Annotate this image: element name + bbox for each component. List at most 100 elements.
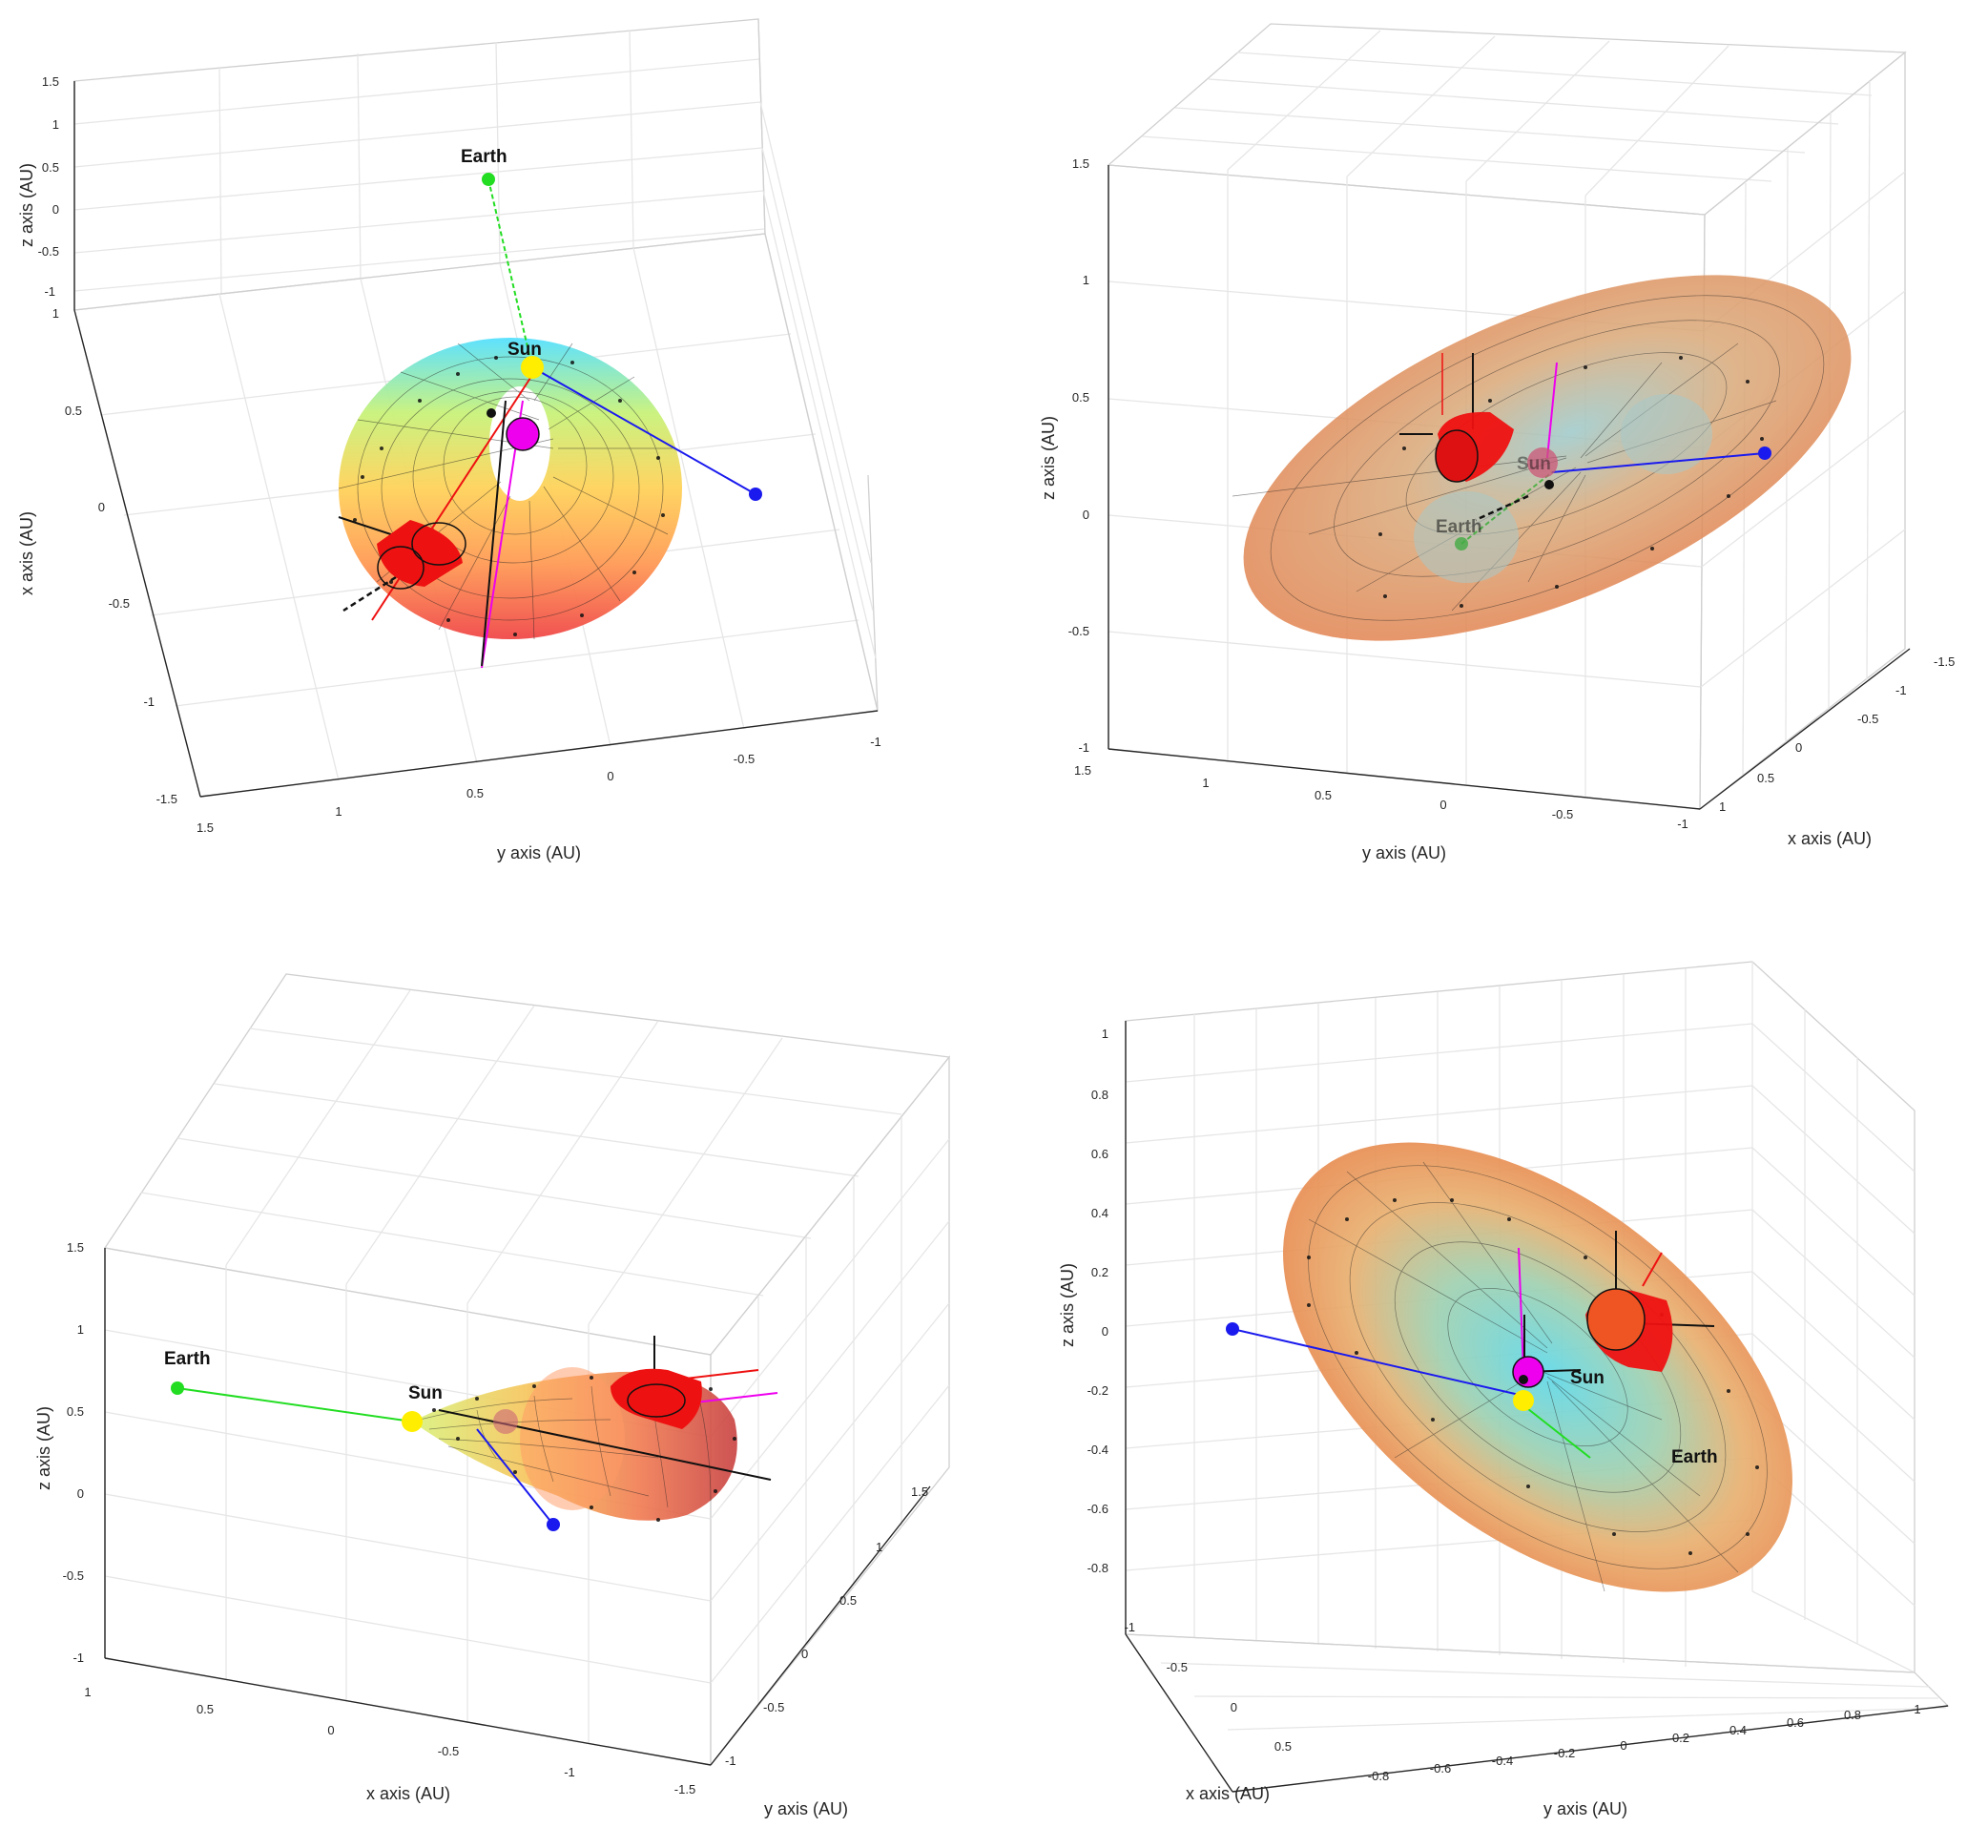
z-tick: 0 [1102, 1324, 1108, 1339]
y-tick: 0.5 [466, 786, 484, 800]
z-tick: -1 [72, 1651, 84, 1665]
x-axis-line [104, 1657, 712, 1766]
plot-3d-top-left: -1 -0.5 0 0.5 1 1.5 z axis (AU) -1.5 -1 … [17, 18, 881, 862]
earth-label: Earth [1671, 1447, 1718, 1467]
y-tick: -0.6 [1430, 1761, 1451, 1775]
y-tick: 0 [1439, 798, 1446, 812]
sun-label: Sun [1570, 1368, 1605, 1388]
earth-label: Earth [164, 1349, 211, 1369]
sun-label: Sun [1517, 454, 1551, 474]
grid-floor [1124, 1633, 1950, 1793]
z-tick: 0.5 [67, 1404, 84, 1419]
x-tick: 0.5 [1274, 1739, 1292, 1754]
y-tick: 1.5 [911, 1485, 928, 1499]
z-tick: 0 [1083, 508, 1089, 522]
x-tick: 1 [1719, 799, 1726, 814]
panel-bottom-right: -0.8 -0.6 -0.4 -0.2 0 0.2 0.4 0.6 0.8 1 … [994, 924, 1988, 1847]
earth-marker [1455, 537, 1468, 550]
y-axis-line [1108, 748, 1701, 810]
sun-marker [1513, 1390, 1534, 1411]
z-tick: -1 [44, 284, 55, 299]
plot-3d-bottom-left: -1 -0.5 0 0.5 1 1.5 z axis (AU) 1 0.5 0 … [34, 973, 951, 1818]
z-tick: -0.8 [1087, 1561, 1108, 1575]
y-axis-label: y axis (AU) [497, 843, 581, 862]
y-tick: 1 [1202, 776, 1209, 790]
black-arrow-dashed [342, 575, 397, 613]
y-axis-line [710, 1485, 931, 1766]
x-tick: 0.5 [197, 1702, 214, 1716]
z-tick: -0.5 [38, 244, 59, 259]
x-axis-line [73, 309, 201, 798]
centre-body-marker [1512, 1356, 1544, 1388]
x-tick: 0 [327, 1723, 334, 1737]
black-arrow-dashed [1475, 494, 1529, 522]
y-tick: 0.5 [1315, 788, 1332, 802]
target-marker [1758, 446, 1771, 460]
target-marker [1226, 1322, 1239, 1336]
z-tick: 0.5 [1072, 390, 1089, 405]
x-tick: 1 [52, 306, 59, 321]
z-tick: -0.5 [1068, 624, 1089, 638]
z-tick: 1 [1083, 273, 1089, 287]
y-axis-label: y axis (AU) [764, 1799, 848, 1818]
y-tick: 1 [876, 1540, 882, 1554]
plot-3d-bottom-right: -0.8 -0.6 -0.4 -0.2 0 0.2 0.4 0.6 0.8 1 … [1058, 961, 1950, 1818]
target-marker [547, 1518, 560, 1531]
sun-target-line [531, 366, 756, 495]
y-tick: 0.6 [1787, 1715, 1804, 1730]
z-tick: 1 [52, 117, 59, 132]
centre-body-marker [493, 1409, 518, 1434]
x-axis-line [1699, 648, 1911, 810]
y-tick: 1.5 [197, 820, 214, 835]
spacecraft-cylinder [377, 520, 466, 590]
sun-target-line [476, 1428, 554, 1526]
z-tick: 0.2 [1091, 1265, 1108, 1279]
x-axis-label: x axis (AU) [366, 1784, 450, 1803]
magenta-axis-line [1546, 362, 1558, 459]
z-axis-label: z axis (AU) [17, 163, 36, 247]
y-tick: -1 [725, 1754, 736, 1768]
x-axis-label: x axis (AU) [1788, 829, 1872, 848]
y-tick: 0.8 [1844, 1708, 1861, 1722]
panel-top-left: -1 -0.5 0 0.5 1 1.5 z axis (AU) -1.5 -1 … [0, 0, 994, 924]
z-tick: 1 [77, 1322, 84, 1337]
x-tick: -0.5 [438, 1744, 459, 1758]
y-tick: -1 [870, 735, 881, 749]
y-tick: -0.8 [1368, 1769, 1389, 1783]
z-tick: -0.6 [1087, 1502, 1108, 1516]
z-axis-label: z axis (AU) [34, 1406, 53, 1490]
z-tick: 0 [77, 1486, 84, 1501]
z-tick: 1 [1102, 1027, 1108, 1041]
plot-3d-top-right: -1 -0.5 0 0.5 1 1.5 z axis (AU) 1.5 1 0.… [1039, 23, 1955, 862]
z-tick: -1 [1078, 740, 1089, 755]
x-tick: 0 [1231, 1700, 1237, 1714]
earth-sun-line [1460, 471, 1553, 545]
y-tick: -1 [1677, 817, 1688, 831]
x-tick: -1.5 [1934, 654, 1955, 669]
x-tick: -1 [1895, 683, 1907, 697]
centre-dot [1519, 1375, 1528, 1384]
earth-label: Earth [1436, 517, 1482, 537]
z-tick: 0.5 [42, 160, 59, 175]
spacecraft-axis-line [1642, 1252, 1663, 1287]
y-axis-line [1232, 1705, 1949, 1793]
y-tick: 0 [801, 1647, 808, 1661]
panel-bottom-left: -1 -0.5 0 0.5 1 1.5 z axis (AU) 1 0.5 0 … [0, 924, 994, 1847]
spacecraft-cylinder [1435, 411, 1514, 483]
y-tick: -0.5 [734, 752, 755, 766]
z-tick: 1.5 [67, 1240, 84, 1255]
sun-label: Sun [408, 1383, 443, 1403]
z-axis-label: z axis (AU) [1058, 1263, 1077, 1347]
y-tick: 0 [607, 769, 613, 783]
x-axis-line [1125, 1633, 1233, 1793]
magenta-axis-line [1518, 1247, 1524, 1373]
z-tick: 0 [52, 202, 59, 217]
y-tick: -0.5 [763, 1700, 784, 1714]
z-tick: 0.8 [1091, 1088, 1108, 1102]
centre-body-marker [1527, 447, 1558, 478]
y-tick: 1 [1914, 1702, 1920, 1716]
z-tick: 0.6 [1091, 1147, 1108, 1161]
centre-dot [1544, 480, 1554, 489]
x-tick: 0 [1795, 740, 1802, 755]
y-tick: 0.4 [1729, 1723, 1747, 1737]
